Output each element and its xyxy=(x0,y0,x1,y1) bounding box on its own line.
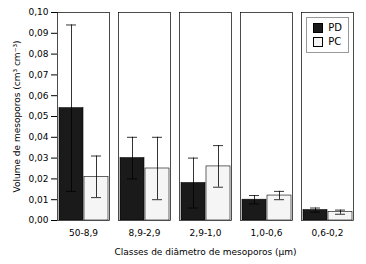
svg-text:0,00: 0,00 xyxy=(28,215,48,225)
svg-text:0,01: 0,01 xyxy=(28,195,48,205)
svg-text:0,10: 0,10 xyxy=(28,7,48,17)
svg-text:2,9-1,0: 2,9-1,0 xyxy=(190,228,222,238)
html-text:PD: PD xyxy=(328,22,342,33)
svg-text:0,09: 0,09 xyxy=(28,28,48,38)
svg-text:0,04: 0,04 xyxy=(28,132,48,142)
svg-text:0,03: 0,03 xyxy=(28,153,48,163)
svg-text:0,05: 0,05 xyxy=(28,111,48,121)
svg-text:0,6-0,2: 0,6-0,2 xyxy=(312,228,344,238)
svg-text:50-8,9: 50-8,9 xyxy=(69,228,98,238)
svg-text:Volume de mesoporos (cm³ cm⁻³): Volume de mesoporos (cm³ cm⁻³) xyxy=(12,40,22,192)
svg-text:0,07: 0,07 xyxy=(28,70,48,80)
svg-text:1,0-0,6: 1,0-0,6 xyxy=(251,228,283,238)
svg-text:8,9-2,9: 8,9-2,9 xyxy=(129,228,161,238)
svg-text:0,08: 0,08 xyxy=(28,49,48,59)
svg-text:0,06: 0,06 xyxy=(28,91,48,101)
svg-text:Classes de diâmetro de mesopor: Classes de diâmetro de mesoporos (μm) xyxy=(114,247,296,257)
svg-text:0,02: 0,02 xyxy=(28,174,48,184)
html-text:PC: PC xyxy=(328,36,342,47)
